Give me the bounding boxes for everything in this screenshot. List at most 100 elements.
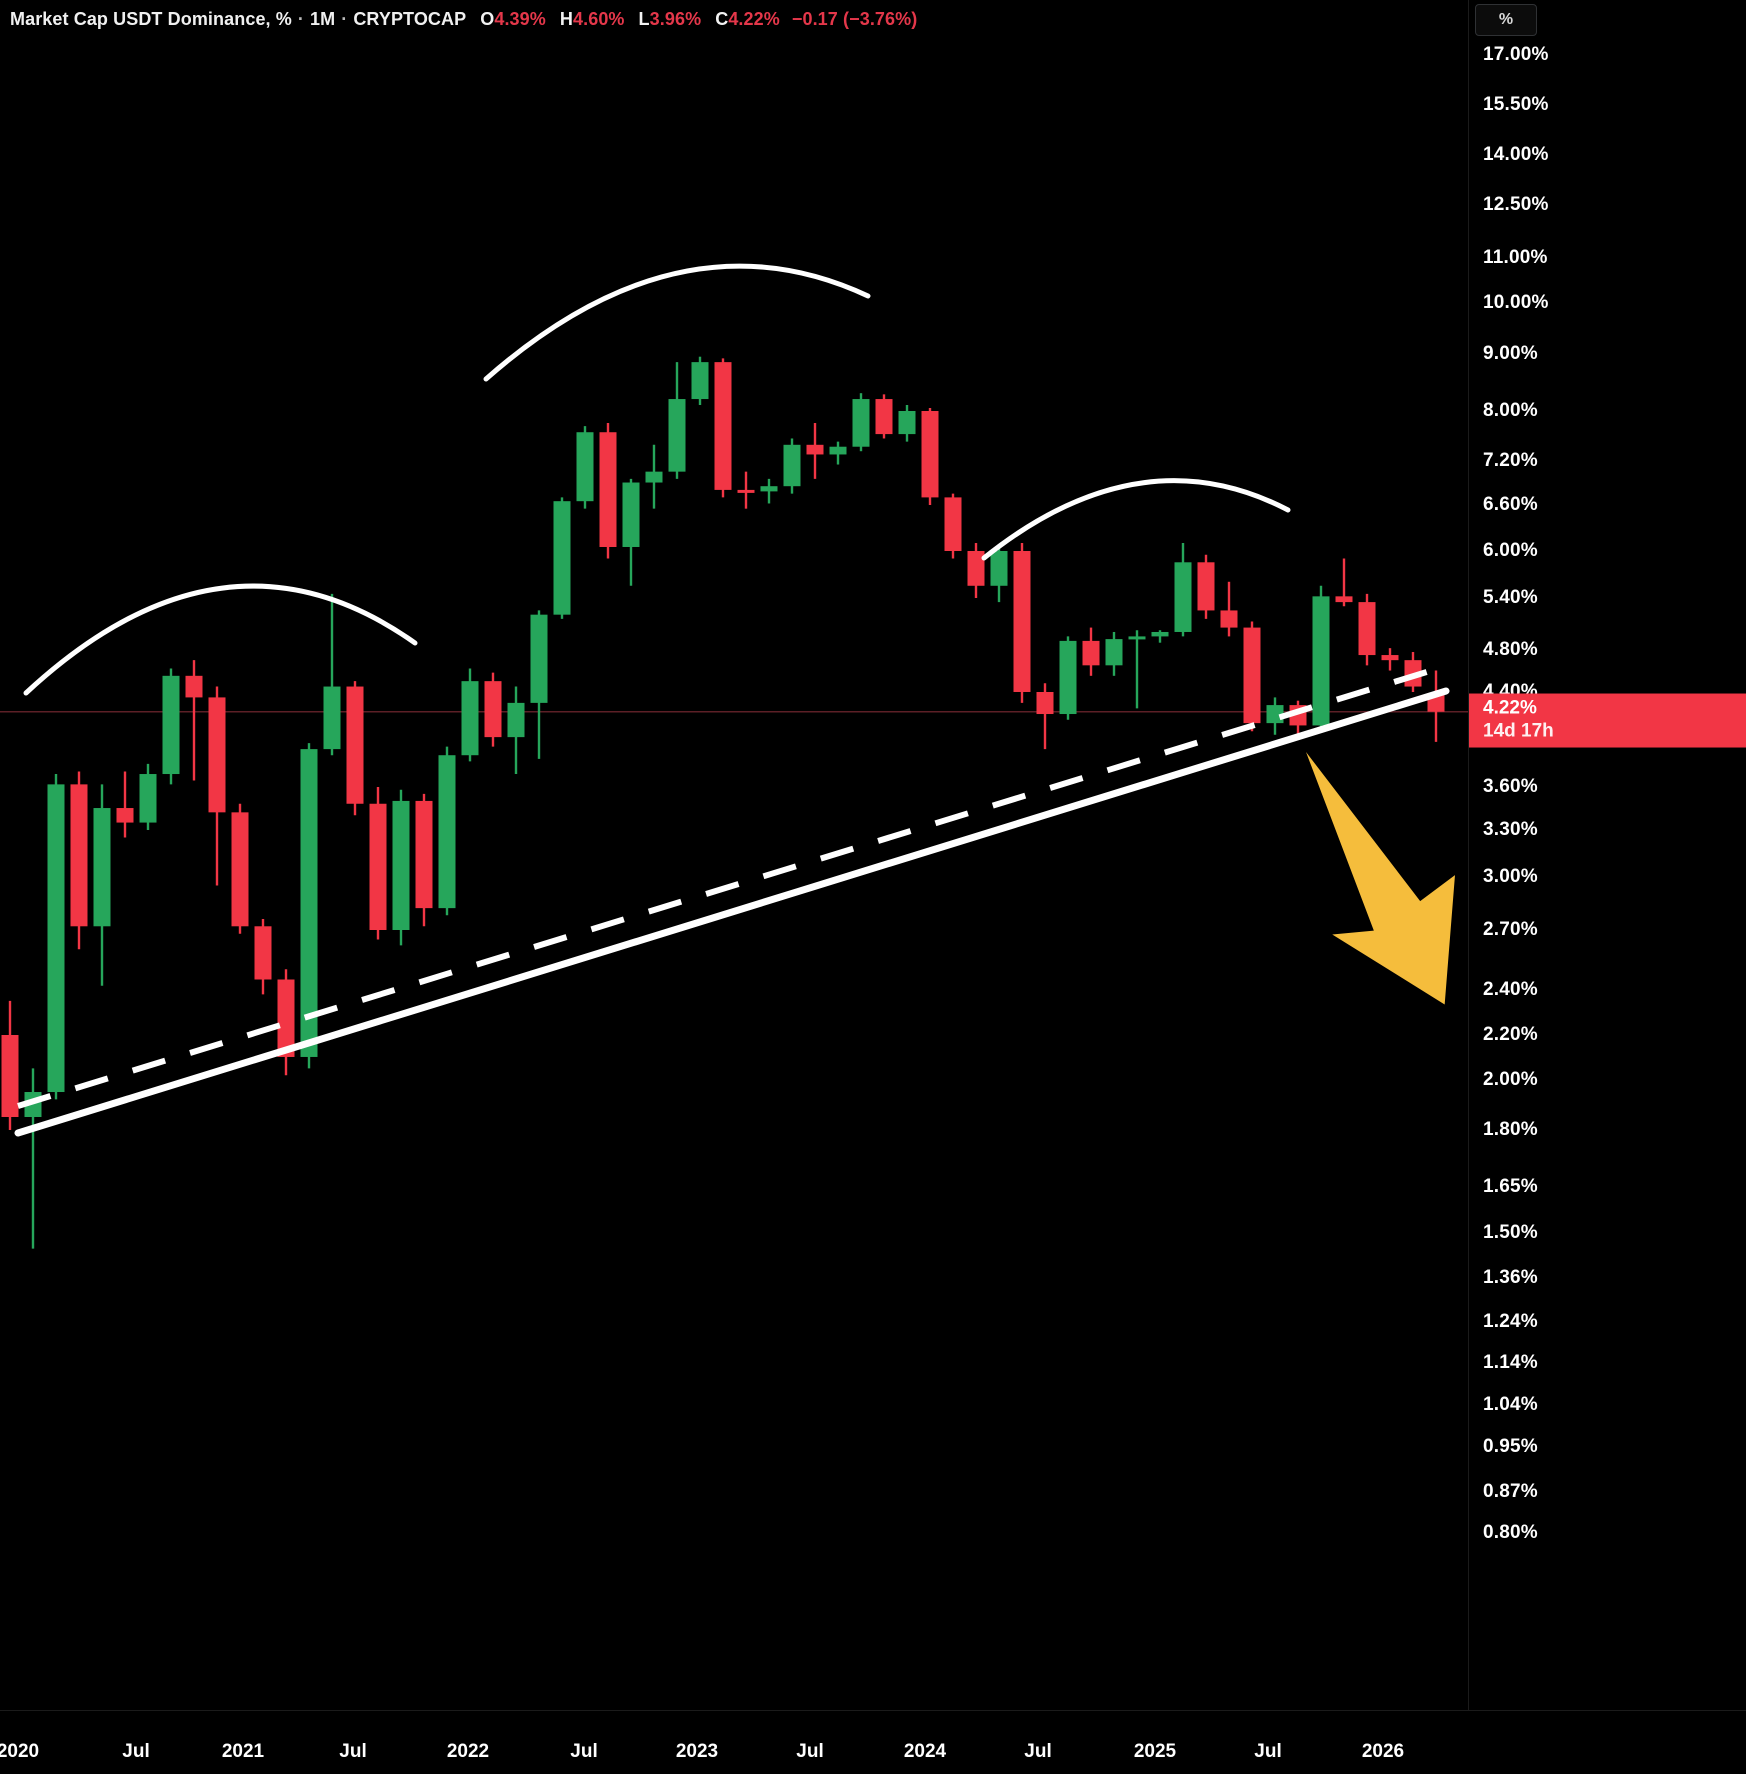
candle xyxy=(461,668,479,762)
candle xyxy=(944,493,962,559)
candle xyxy=(369,787,387,940)
price-tick: 3.30% xyxy=(1483,819,1538,840)
price-tick: 1.24% xyxy=(1483,1311,1538,1332)
candle xyxy=(622,478,640,586)
candle xyxy=(1358,593,1376,666)
time-tick: Jul xyxy=(1254,1741,1282,1762)
price-tick: 9.00% xyxy=(1483,343,1538,364)
time-axis[interactable]: 2020 Jul 2021 Jul 2022 Jul 2023 Jul 2024 Jul 2025 J… xyxy=(0,1710,1746,1774)
candle xyxy=(162,668,180,785)
candle xyxy=(691,356,709,405)
price-tick: 0.87% xyxy=(1483,1481,1538,1502)
candle xyxy=(116,771,134,838)
price-tick: 1.36% xyxy=(1483,1267,1538,1288)
candle xyxy=(484,672,502,747)
time-tick: Jul xyxy=(122,1741,150,1762)
time-tick: Jul xyxy=(339,1741,367,1762)
price-tick: 8.00% xyxy=(1483,400,1538,421)
chart-plot-area[interactable] xyxy=(0,38,1468,1710)
time-tick: Jul xyxy=(796,1741,824,1762)
candle xyxy=(507,686,525,775)
candle xyxy=(783,438,801,494)
price-tick: 2.40% xyxy=(1483,979,1538,1000)
price-tick: 5.40% xyxy=(1483,587,1538,608)
price-tick: 1.65% xyxy=(1483,1176,1538,1197)
candle xyxy=(1,1000,19,1130)
time-tick: 2022 xyxy=(446,1741,490,1762)
candle xyxy=(323,593,341,756)
legend-symbol[interactable]: Market Cap USDT Dominance, % xyxy=(10,8,292,29)
candle xyxy=(1312,585,1330,732)
candle xyxy=(852,393,870,452)
price-tick: 6.60% xyxy=(1483,494,1538,515)
legend-open-value: 4.39% xyxy=(494,8,546,29)
legend-low-value: 3.96% xyxy=(649,8,702,29)
candle xyxy=(300,743,318,1069)
price-tick: 4.80% xyxy=(1483,639,1538,660)
candle xyxy=(1151,630,1169,643)
price-tick: 17.00% xyxy=(1483,44,1549,65)
legend-low: L 3.96% xyxy=(639,9,702,30)
candle xyxy=(645,444,663,509)
time-tick: 2025 xyxy=(1133,1741,1177,1762)
chart-legend[interactable]: Market Cap USDT Dominance, % · 1M · CRYP… xyxy=(10,6,917,32)
bar-countdown: 14d 17h xyxy=(1483,720,1554,742)
candle xyxy=(231,803,249,934)
price-axis[interactable]: % 17.00% 15.50% 14.00% 12.50% 11.00% 10.00% 9.… xyxy=(1468,0,1746,1710)
price-tick: 14.00% xyxy=(1483,144,1549,165)
price-tick: 15.50% xyxy=(1483,94,1549,115)
candle xyxy=(24,1068,42,1249)
rounding-top-arc-1 xyxy=(23,583,418,696)
candle xyxy=(254,918,272,995)
time-tick: Jul xyxy=(570,1741,598,1762)
legend-separator-2: · xyxy=(341,8,348,29)
legend-close-value: 4.22% xyxy=(728,8,780,29)
candle xyxy=(277,969,295,1076)
candle xyxy=(829,441,847,465)
legend-exchange[interactable]: CRYPTOCAP xyxy=(353,8,467,29)
candle xyxy=(599,423,617,559)
legend-close: C 4.22% xyxy=(715,9,780,30)
price-tick: 1.80% xyxy=(1483,1119,1538,1140)
legend-open-key: O xyxy=(480,8,495,29)
legend-low-key: L xyxy=(638,8,650,29)
price-tick: 1.04% xyxy=(1483,1394,1538,1415)
candle xyxy=(668,362,686,479)
candle xyxy=(737,471,755,509)
time-tick: 2020 xyxy=(0,1741,40,1762)
rounding-top-arc-2 xyxy=(483,263,871,382)
candle xyxy=(93,784,111,986)
candle xyxy=(1427,670,1445,742)
legend-change: −0.17 (−3.76%) xyxy=(791,8,918,29)
price-tick: 1.14% xyxy=(1483,1352,1538,1373)
candle xyxy=(760,478,778,504)
time-tick: 2026 xyxy=(1361,1741,1405,1762)
current-price-badge[interactable]: 4.22% 14d 17h xyxy=(1469,693,1746,748)
candle xyxy=(530,610,548,759)
price-tick: 12.50% xyxy=(1483,194,1549,215)
price-tick: 0.95% xyxy=(1483,1436,1538,1457)
candle xyxy=(438,746,456,916)
time-tick: 2024 xyxy=(903,1741,947,1762)
candle xyxy=(1082,627,1100,676)
rounding-top-arc-3 xyxy=(981,478,1291,561)
candle xyxy=(139,763,157,830)
price-tick: 6.00% xyxy=(1483,540,1538,561)
price-tick: 0.80% xyxy=(1483,1522,1538,1543)
price-tick: 2.20% xyxy=(1483,1024,1538,1045)
current-price-value: 4.22% xyxy=(1483,697,1537,719)
candle xyxy=(415,793,433,927)
candle xyxy=(1266,697,1284,735)
price-unit-button[interactable]: % xyxy=(1475,4,1537,36)
price-tick: 1.50% xyxy=(1483,1222,1538,1243)
candle xyxy=(967,543,985,598)
candle xyxy=(806,423,824,479)
legend-interval[interactable]: 1M xyxy=(309,8,336,29)
price-tick: 3.60% xyxy=(1483,776,1538,797)
time-tick: Jul xyxy=(1024,1741,1052,1762)
price-tick: 3.00% xyxy=(1483,866,1538,887)
candle xyxy=(70,771,88,950)
candle xyxy=(1381,648,1399,671)
legend-ohlc: O 4.39% H 4.60% L 3.96% C 4.22% xyxy=(480,9,780,30)
